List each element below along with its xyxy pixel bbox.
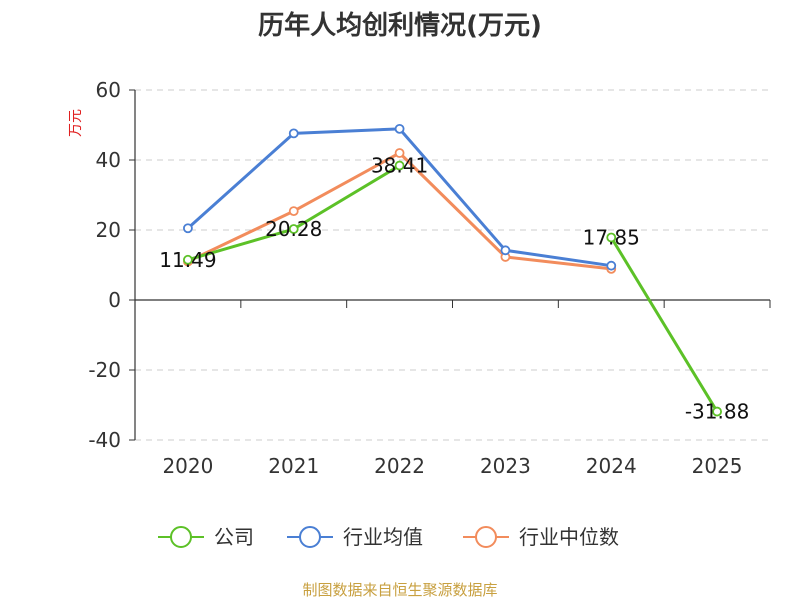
x-tick-label: 2023: [480, 454, 531, 478]
legend-marker: [170, 526, 192, 548]
chart-title: 历年人均创利情况(万元): [258, 10, 542, 41]
y-tick-label: 0: [108, 288, 121, 312]
data-point: [288, 224, 299, 234]
x-axis-ticks: 2020 2021 2022 2023 2024 2025: [134, 300, 771, 478]
y-tick-label: -20: [88, 358, 121, 382]
y-axis-label: 万元: [68, 109, 84, 137]
data-point: [288, 206, 299, 217]
data-point: [500, 245, 511, 256]
series-line: [609, 236, 719, 413]
data-label: 20.28: [265, 217, 322, 241]
data-point: [183, 254, 193, 265]
legend-item[interactable]: 行业中位数: [463, 525, 619, 549]
series-layer: 11.49 20.28 38.41 17.85 -31.88: [159, 123, 749, 424]
y-tick-label: 40: [96, 148, 121, 172]
legend[interactable]: 公司 行业均值 行业中位数: [158, 525, 619, 549]
data-point: [606, 260, 617, 271]
data-point: [394, 148, 405, 158]
data-label: 11.49: [159, 248, 216, 272]
legend-item[interactable]: 公司: [158, 525, 254, 549]
data-point: [394, 160, 405, 171]
data-point: [288, 128, 299, 139]
source-note: 制图数据来自恒生聚源数据库: [302, 581, 497, 599]
data-point: [712, 406, 722, 417]
grid-lines: [135, 89, 770, 441]
data-point: [183, 223, 193, 234]
data-label: 38.41: [371, 154, 428, 178]
legend-label: 行业中位数: [519, 525, 619, 549]
axes: [134, 90, 770, 440]
legend-marker: [475, 526, 497, 548]
y-tick-label: -40: [88, 428, 121, 452]
y-axis-ticks: 60 40 20 0 -20 -40: [88, 78, 135, 452]
data-point: [606, 232, 617, 243]
x-tick-label: 2024: [586, 454, 637, 478]
y-tick-label: 20: [96, 218, 121, 242]
series-0: [183, 160, 722, 417]
x-tick-label: 2021: [268, 454, 319, 478]
legend-item[interactable]: 行业均值: [287, 525, 423, 549]
series-1: [183, 123, 617, 271]
data-point: [394, 123, 405, 134]
data-label: -31.88: [685, 400, 749, 424]
legend-label: 行业均值: [343, 525, 423, 549]
legend-marker: [299, 526, 321, 548]
legend-label: 公司: [214, 525, 254, 549]
x-tick-label: 2020: [162, 454, 213, 478]
y-tick-label: 60: [96, 78, 121, 102]
x-tick-label: 2025: [692, 454, 743, 478]
x-tick-label: 2022: [374, 454, 425, 478]
data-label: 17.85: [583, 226, 640, 250]
